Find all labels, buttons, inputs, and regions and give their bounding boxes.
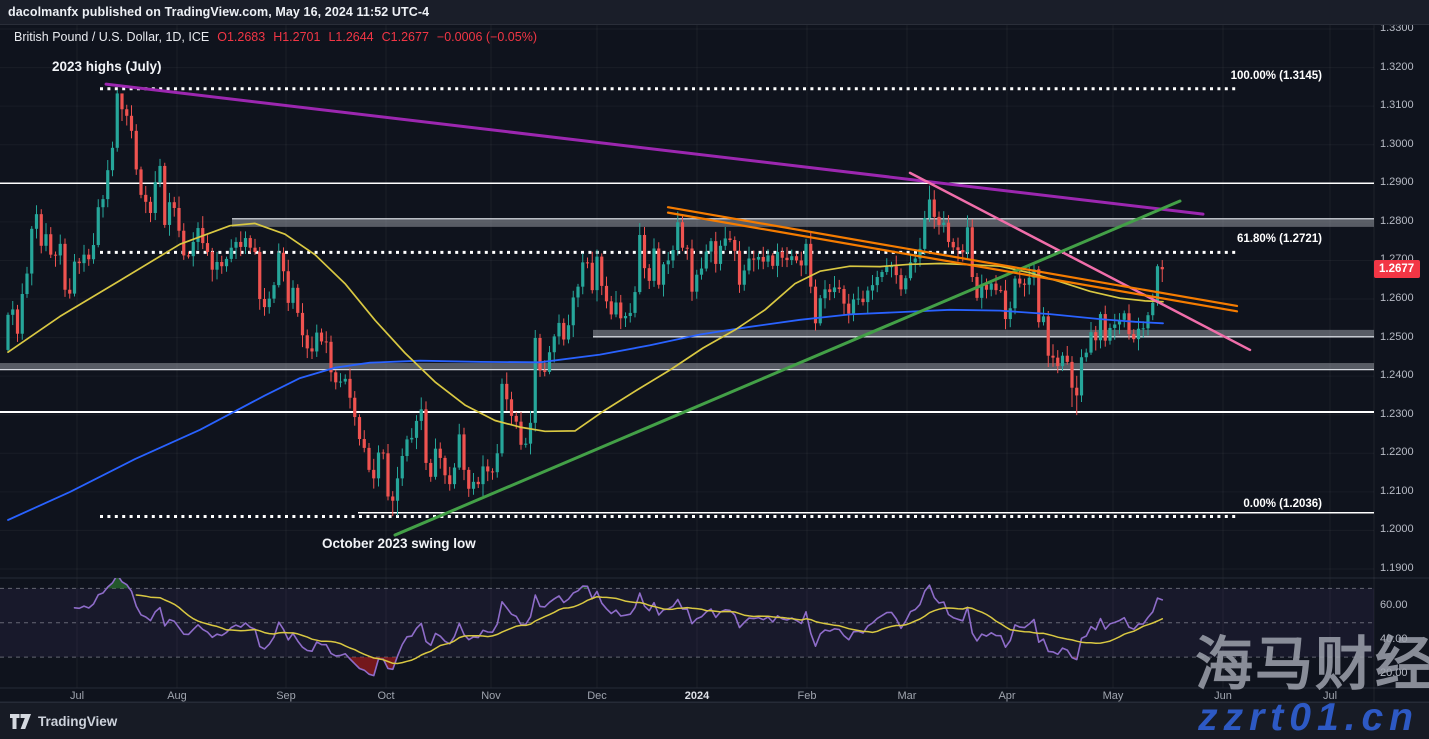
- symbol-legend[interactable]: British Pound / U.S. Dollar, 1D, ICE O1.2…: [14, 30, 537, 44]
- horizontal-lines: [0, 182, 1374, 514]
- ohlc-value: H1.2701: [273, 30, 321, 44]
- price-axis-label: 1.2900: [1380, 176, 1414, 189]
- fib-level-label: 61.80% (1.2721): [1236, 233, 1322, 246]
- orange-channel-upper: [666, 206, 1239, 308]
- price-axis-label: 1.3000: [1380, 137, 1414, 150]
- time-axis-label[interactable]: Sep: [276, 690, 296, 702]
- purple-descending: [104, 82, 1205, 216]
- zone-1.243: [0, 363, 1374, 370]
- price-axis-label: 1.2300: [1380, 407, 1414, 420]
- time-axis-label[interactable]: Nov: [481, 690, 501, 702]
- zone-1.28: [232, 218, 1374, 227]
- rsi-axis-label: 20.00: [1380, 667, 1408, 680]
- ma-fast-yellow: [7, 222, 1164, 433]
- ohlc-value: O1.2683: [217, 30, 266, 44]
- rsi-line: [73, 578, 1164, 677]
- price-axis-label: 1.3200: [1380, 60, 1414, 73]
- price-axis-label: 1.3100: [1380, 99, 1414, 112]
- price-axis-label: 1.2800: [1380, 214, 1414, 227]
- ohlc-values: O1.2683 H1.2701 L1.2644 C1.2677 −0.0006 (−0.…: [209, 30, 537, 44]
- price-axis-label: 1.1900: [1380, 562, 1414, 574]
- orange-channel-lower: [666, 211, 1239, 313]
- price-axis-label: 1.2000: [1380, 523, 1414, 536]
- pink-descending: [908, 171, 1252, 352]
- rsi-axis-label: 40.00: [1380, 632, 1408, 645]
- time-axis-label[interactable]: Oct: [377, 690, 395, 702]
- rsi-pane: [0, 578, 1374, 677]
- footer-bar: TradingView: [0, 702, 1429, 739]
- symbol-title[interactable]: British Pound / U.S. Dollar, 1D, ICE: [14, 30, 210, 44]
- time-axis-label[interactable]: Jun: [1214, 690, 1232, 702]
- time-axis-label[interactable]: Apr: [998, 690, 1016, 702]
- price-axis-label: 1.2400: [1380, 369, 1414, 382]
- tradingview-logo-icon[interactable]: [10, 714, 31, 729]
- annotation-oct-swing-low: October 2023 swing low: [322, 536, 476, 551]
- fib-level-label: 0.00% (1.2036): [1243, 497, 1322, 510]
- time-axis-label[interactable]: Jul: [69, 690, 85, 702]
- time-axis-label[interactable]: Dec: [587, 690, 607, 702]
- ma-slow-blue: [7, 308, 1164, 521]
- moving-averages: [7, 222, 1164, 521]
- candles: [6, 89, 1164, 517]
- ohlc-value: L1.2644: [328, 30, 374, 44]
- time-axis-label[interactable]: Feb: [797, 690, 817, 702]
- last-price-badge: 1.2677: [1374, 260, 1420, 278]
- publish-text: dacolmanfx published on TradingView.com,…: [8, 5, 430, 19]
- price-axis-label: 1.3300: [1380, 22, 1414, 35]
- time-axis-label[interactable]: Jul: [1322, 690, 1338, 702]
- annotation-2023-highs: 2023 highs (July): [52, 59, 162, 74]
- fib-level-label: 100.00% (1.3145): [1230, 69, 1322, 82]
- rsi-axis-label: 60.00: [1380, 598, 1408, 611]
- green-ascending: [393, 199, 1182, 537]
- time-axis-label[interactable]: Mar: [897, 690, 917, 702]
- price-axis-label: 1.2500: [1380, 330, 1414, 343]
- time-axis-label[interactable]: May: [1102, 690, 1124, 702]
- tradingview-brand-text[interactable]: TradingView: [38, 714, 118, 729]
- support-resistance-zones: [0, 218, 1374, 371]
- price-axis-label: 1.2600: [1380, 292, 1414, 304]
- time-axis-label[interactable]: 2024: [684, 690, 710, 702]
- zone-1.25: [593, 329, 1374, 337]
- ohlc-value: −0.0006 (−0.05%): [436, 30, 537, 44]
- time-axis-label[interactable]: Aug: [167, 690, 187, 702]
- rsi-ma-line: [135, 594, 1164, 665]
- trendlines: [104, 82, 1252, 537]
- price-axis-label: 1.2100: [1380, 484, 1414, 497]
- price-axis-label: 1.2200: [1380, 446, 1414, 459]
- publish-bar: dacolmanfx published on TradingView.com,…: [0, 0, 1429, 25]
- ohlc-value: C1.2677: [381, 30, 429, 44]
- fib-lines: [100, 87, 1237, 519]
